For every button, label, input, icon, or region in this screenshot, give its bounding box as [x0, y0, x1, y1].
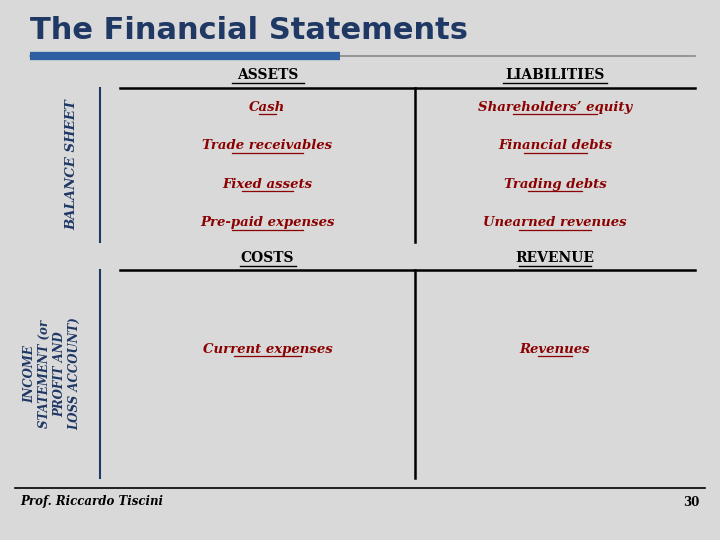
Text: Revenues: Revenues — [520, 342, 590, 355]
Text: The Financial Statements: The Financial Statements — [30, 16, 468, 45]
Text: Trade receivables: Trade receivables — [202, 139, 333, 152]
Text: LIABILITIES: LIABILITIES — [505, 68, 605, 82]
Text: INCOME
STATEMENT (or
PROFIT AND
LOSS ACCOUNT): INCOME STATEMENT (or PROFIT AND LOSS ACC… — [23, 318, 81, 430]
Text: 30: 30 — [683, 496, 700, 509]
Text: COSTS: COSTS — [240, 251, 294, 265]
Text: Unearned revenues: Unearned revenues — [483, 216, 627, 229]
Text: Trading debts: Trading debts — [503, 178, 606, 191]
Text: Pre-paid expenses: Pre-paid expenses — [200, 216, 335, 229]
Text: Fixed assets: Fixed assets — [222, 178, 312, 191]
Text: Financial debts: Financial debts — [498, 139, 612, 152]
Text: Shareholders’ equity: Shareholders’ equity — [478, 101, 632, 114]
Text: ASSETS: ASSETS — [237, 68, 298, 82]
Text: Current expenses: Current expenses — [202, 342, 333, 355]
Text: Cash: Cash — [249, 101, 286, 114]
Text: BALANCE SHEET: BALANCE SHEET — [66, 99, 78, 231]
Text: Prof. Riccardo Tiscini: Prof. Riccardo Tiscini — [20, 496, 163, 509]
Text: REVENUE: REVENUE — [516, 251, 595, 265]
